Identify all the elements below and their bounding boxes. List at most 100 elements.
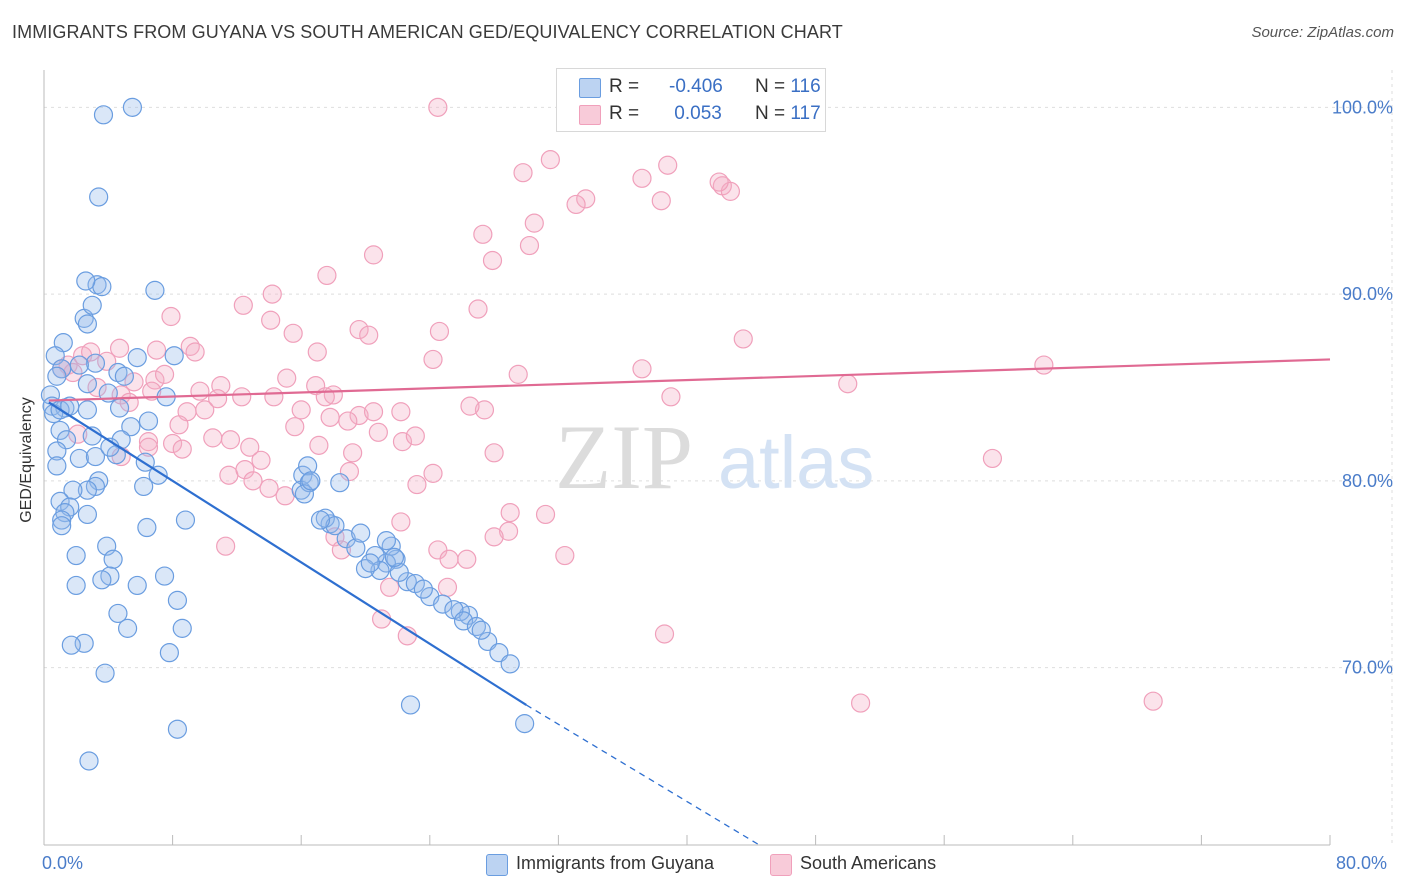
guyana-point — [127, 347, 147, 368]
south-american-point — [1143, 691, 1163, 711]
y-tick-label: 100.0% — [1332, 97, 1393, 117]
south-american-point — [146, 340, 167, 360]
guyana-point — [66, 575, 86, 596]
guyana-point — [50, 420, 70, 441]
guyana-point — [370, 560, 390, 581]
legend-swatch-guyana — [486, 854, 508, 876]
south-american-point — [240, 437, 260, 457]
guyana-point — [61, 635, 81, 655]
south-american-point — [195, 400, 215, 420]
guyana-point — [360, 553, 380, 573]
guyana-point — [103, 549, 123, 569]
south-american-point — [838, 374, 858, 394]
legend-r-label: R = — [609, 76, 640, 97]
south-american-point — [519, 235, 540, 256]
guyana-point — [52, 516, 72, 536]
south-american-point — [429, 321, 450, 342]
guyana-point — [47, 366, 67, 386]
south-american-point — [363, 245, 384, 265]
south-american-point — [851, 693, 871, 713]
south-american-point — [576, 189, 596, 209]
legend-r-label: R = — [609, 103, 640, 124]
south-american-point — [439, 549, 459, 569]
guyana-point — [77, 314, 98, 334]
south-american-point — [138, 437, 159, 457]
legend-label-guyana: Immigrants from Guyana — [516, 853, 715, 873]
guyana-point — [138, 411, 159, 431]
guyana-point — [301, 471, 321, 491]
south-american-point — [275, 486, 295, 506]
guyana-point — [47, 456, 67, 476]
south-american-point — [124, 372, 144, 392]
guyana-point — [89, 187, 109, 207]
south-american-point — [309, 435, 329, 455]
south-american-point — [145, 370, 165, 390]
y-tick-labels: 100.0% 90.0% 80.0% 70.0% — [1332, 97, 1393, 677]
guyana-point — [52, 510, 72, 530]
watermark-zip: ZIP — [555, 406, 693, 508]
south-american-point — [203, 428, 223, 448]
south-american-point — [87, 377, 107, 398]
south-american-point — [508, 364, 528, 384]
guyana-point — [389, 562, 409, 582]
south-american-point — [169, 415, 189, 435]
guyana-point — [159, 643, 179, 663]
x-tick-label-right: 80.0% — [1336, 853, 1388, 873]
south-american-point — [285, 417, 305, 437]
south-american-point — [555, 545, 575, 566]
watermark: ZIP atlas — [555, 406, 874, 508]
guyana-point — [145, 280, 165, 300]
guyana-point — [121, 417, 141, 437]
south-american-point — [307, 342, 327, 362]
south-american-point — [535, 504, 556, 525]
guyana-point — [154, 566, 175, 586]
guyana-point — [108, 603, 128, 624]
south-american-point — [320, 407, 340, 427]
south-american-point — [484, 527, 504, 547]
south-american-point — [154, 364, 175, 384]
guyana-point — [109, 398, 130, 418]
guyana-point — [433, 594, 453, 614]
south-american-point — [138, 432, 159, 452]
guyana-point — [346, 538, 366, 558]
y-axis-label: GED/Equivalency — [18, 397, 35, 523]
guyana-point — [69, 448, 89, 469]
legend-swatch-guyana — [579, 78, 601, 98]
guyana-point — [95, 663, 115, 683]
south-american-point — [219, 465, 239, 485]
guyana-point — [93, 105, 114, 125]
south-american-point — [233, 295, 253, 315]
guyana-point — [515, 714, 535, 734]
guyana-point — [167, 590, 188, 610]
south-american-point — [251, 450, 271, 470]
guyana-point — [117, 618, 138, 638]
south-american-point — [468, 299, 488, 319]
south-american-point — [277, 368, 297, 388]
legend-r-value: -0.406 — [669, 76, 723, 97]
guyana-point — [76, 271, 96, 291]
guyana-point — [413, 579, 433, 599]
guyana-point — [400, 695, 421, 715]
series-legend: Immigrants from Guyana South Americans — [0, 852, 1406, 878]
south-american-point — [343, 443, 363, 463]
south-american-point — [81, 342, 101, 362]
chart-title: IMMIGRANTS FROM GUYANA VS SOUTH AMERICAN… — [12, 22, 843, 42]
south-american-point — [661, 387, 681, 407]
south-american-point — [259, 478, 279, 498]
guyana-trend-line — [48, 401, 527, 706]
legend-n-label: N = 117 — [755, 103, 821, 124]
south-american-point — [632, 359, 652, 379]
south-american-point — [474, 400, 495, 420]
south-american-point — [359, 325, 379, 345]
guyana-point — [471, 620, 491, 640]
south-american-point — [658, 155, 678, 175]
legend-label-south: South Americans — [800, 853, 937, 873]
south-american-point — [208, 389, 228, 409]
guyana-point — [148, 465, 168, 485]
guyana-points — [40, 97, 535, 771]
south-american-point — [513, 163, 533, 183]
south-american-point — [109, 338, 130, 358]
south-american-point — [460, 396, 480, 416]
south-american-point — [391, 512, 411, 532]
